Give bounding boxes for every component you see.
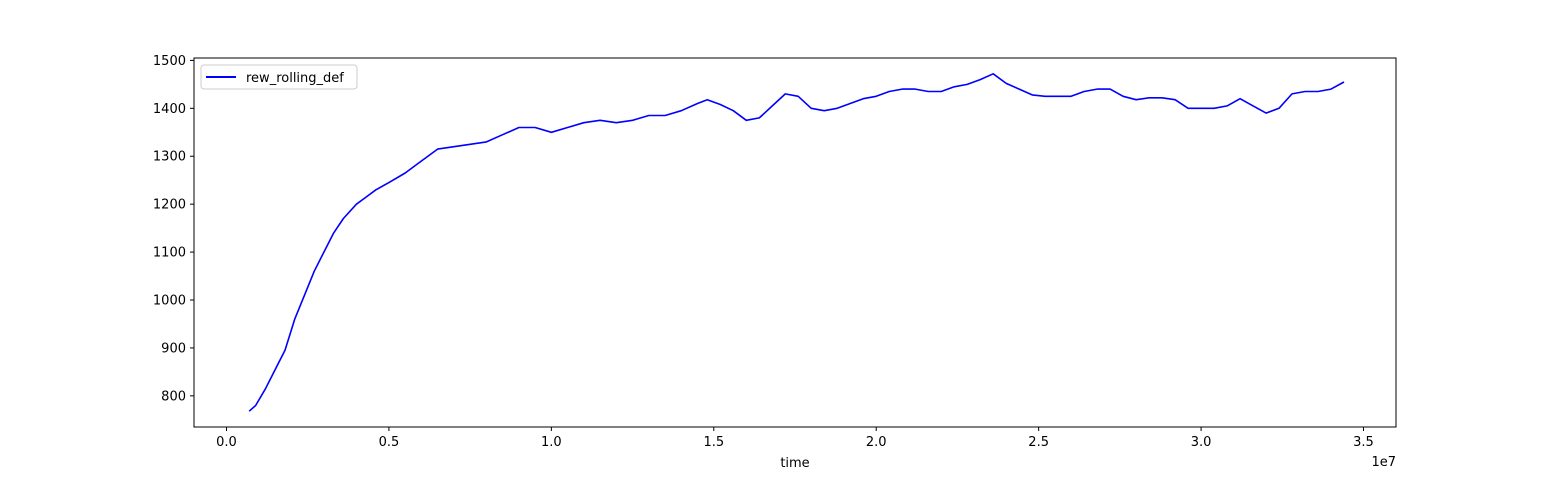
x-tick-label: 1.5 xyxy=(703,435,724,450)
x-tick-label: 0.5 xyxy=(379,435,400,450)
x-tick-label: 2.5 xyxy=(1028,435,1049,450)
plot-frame xyxy=(193,57,1397,428)
x-tick-label: 3.5 xyxy=(1353,435,1374,450)
y-axis-ticks: 800 900 1000 1100 1200 1300 1400 1500 xyxy=(153,54,194,404)
y-tick-label: 1200 xyxy=(153,198,186,213)
plot-area xyxy=(194,58,1396,427)
y-tick-label: 1000 xyxy=(153,294,186,309)
series-line xyxy=(248,73,1345,412)
y-tick-label: 1500 xyxy=(153,54,186,69)
y-tick-label: 1400 xyxy=(153,102,186,117)
y-tick-label: 1100 xyxy=(153,246,186,261)
x-tick-label: 0.0 xyxy=(216,435,237,450)
x-axis-offset-label: 1e7 xyxy=(1371,455,1396,470)
x-axis-label: time xyxy=(780,456,809,471)
y-tick-label: 1300 xyxy=(153,150,186,165)
legend: rew_rolling_def xyxy=(200,64,358,90)
legend-label: rew_rolling_def xyxy=(246,71,344,86)
legend-box xyxy=(200,64,358,90)
series-layer xyxy=(248,73,1345,412)
x-axis-ticks: 0.0 0.5 1.0 1.5 2.0 2.5 3.0 3.5 xyxy=(216,427,1374,450)
y-tick-label: 900 xyxy=(161,341,186,356)
x-tick-label: 3.0 xyxy=(1191,435,1212,450)
x-tick-label: 1.0 xyxy=(541,435,562,450)
y-tick-label: 800 xyxy=(161,389,186,404)
x-tick-label: 2.0 xyxy=(866,435,887,450)
